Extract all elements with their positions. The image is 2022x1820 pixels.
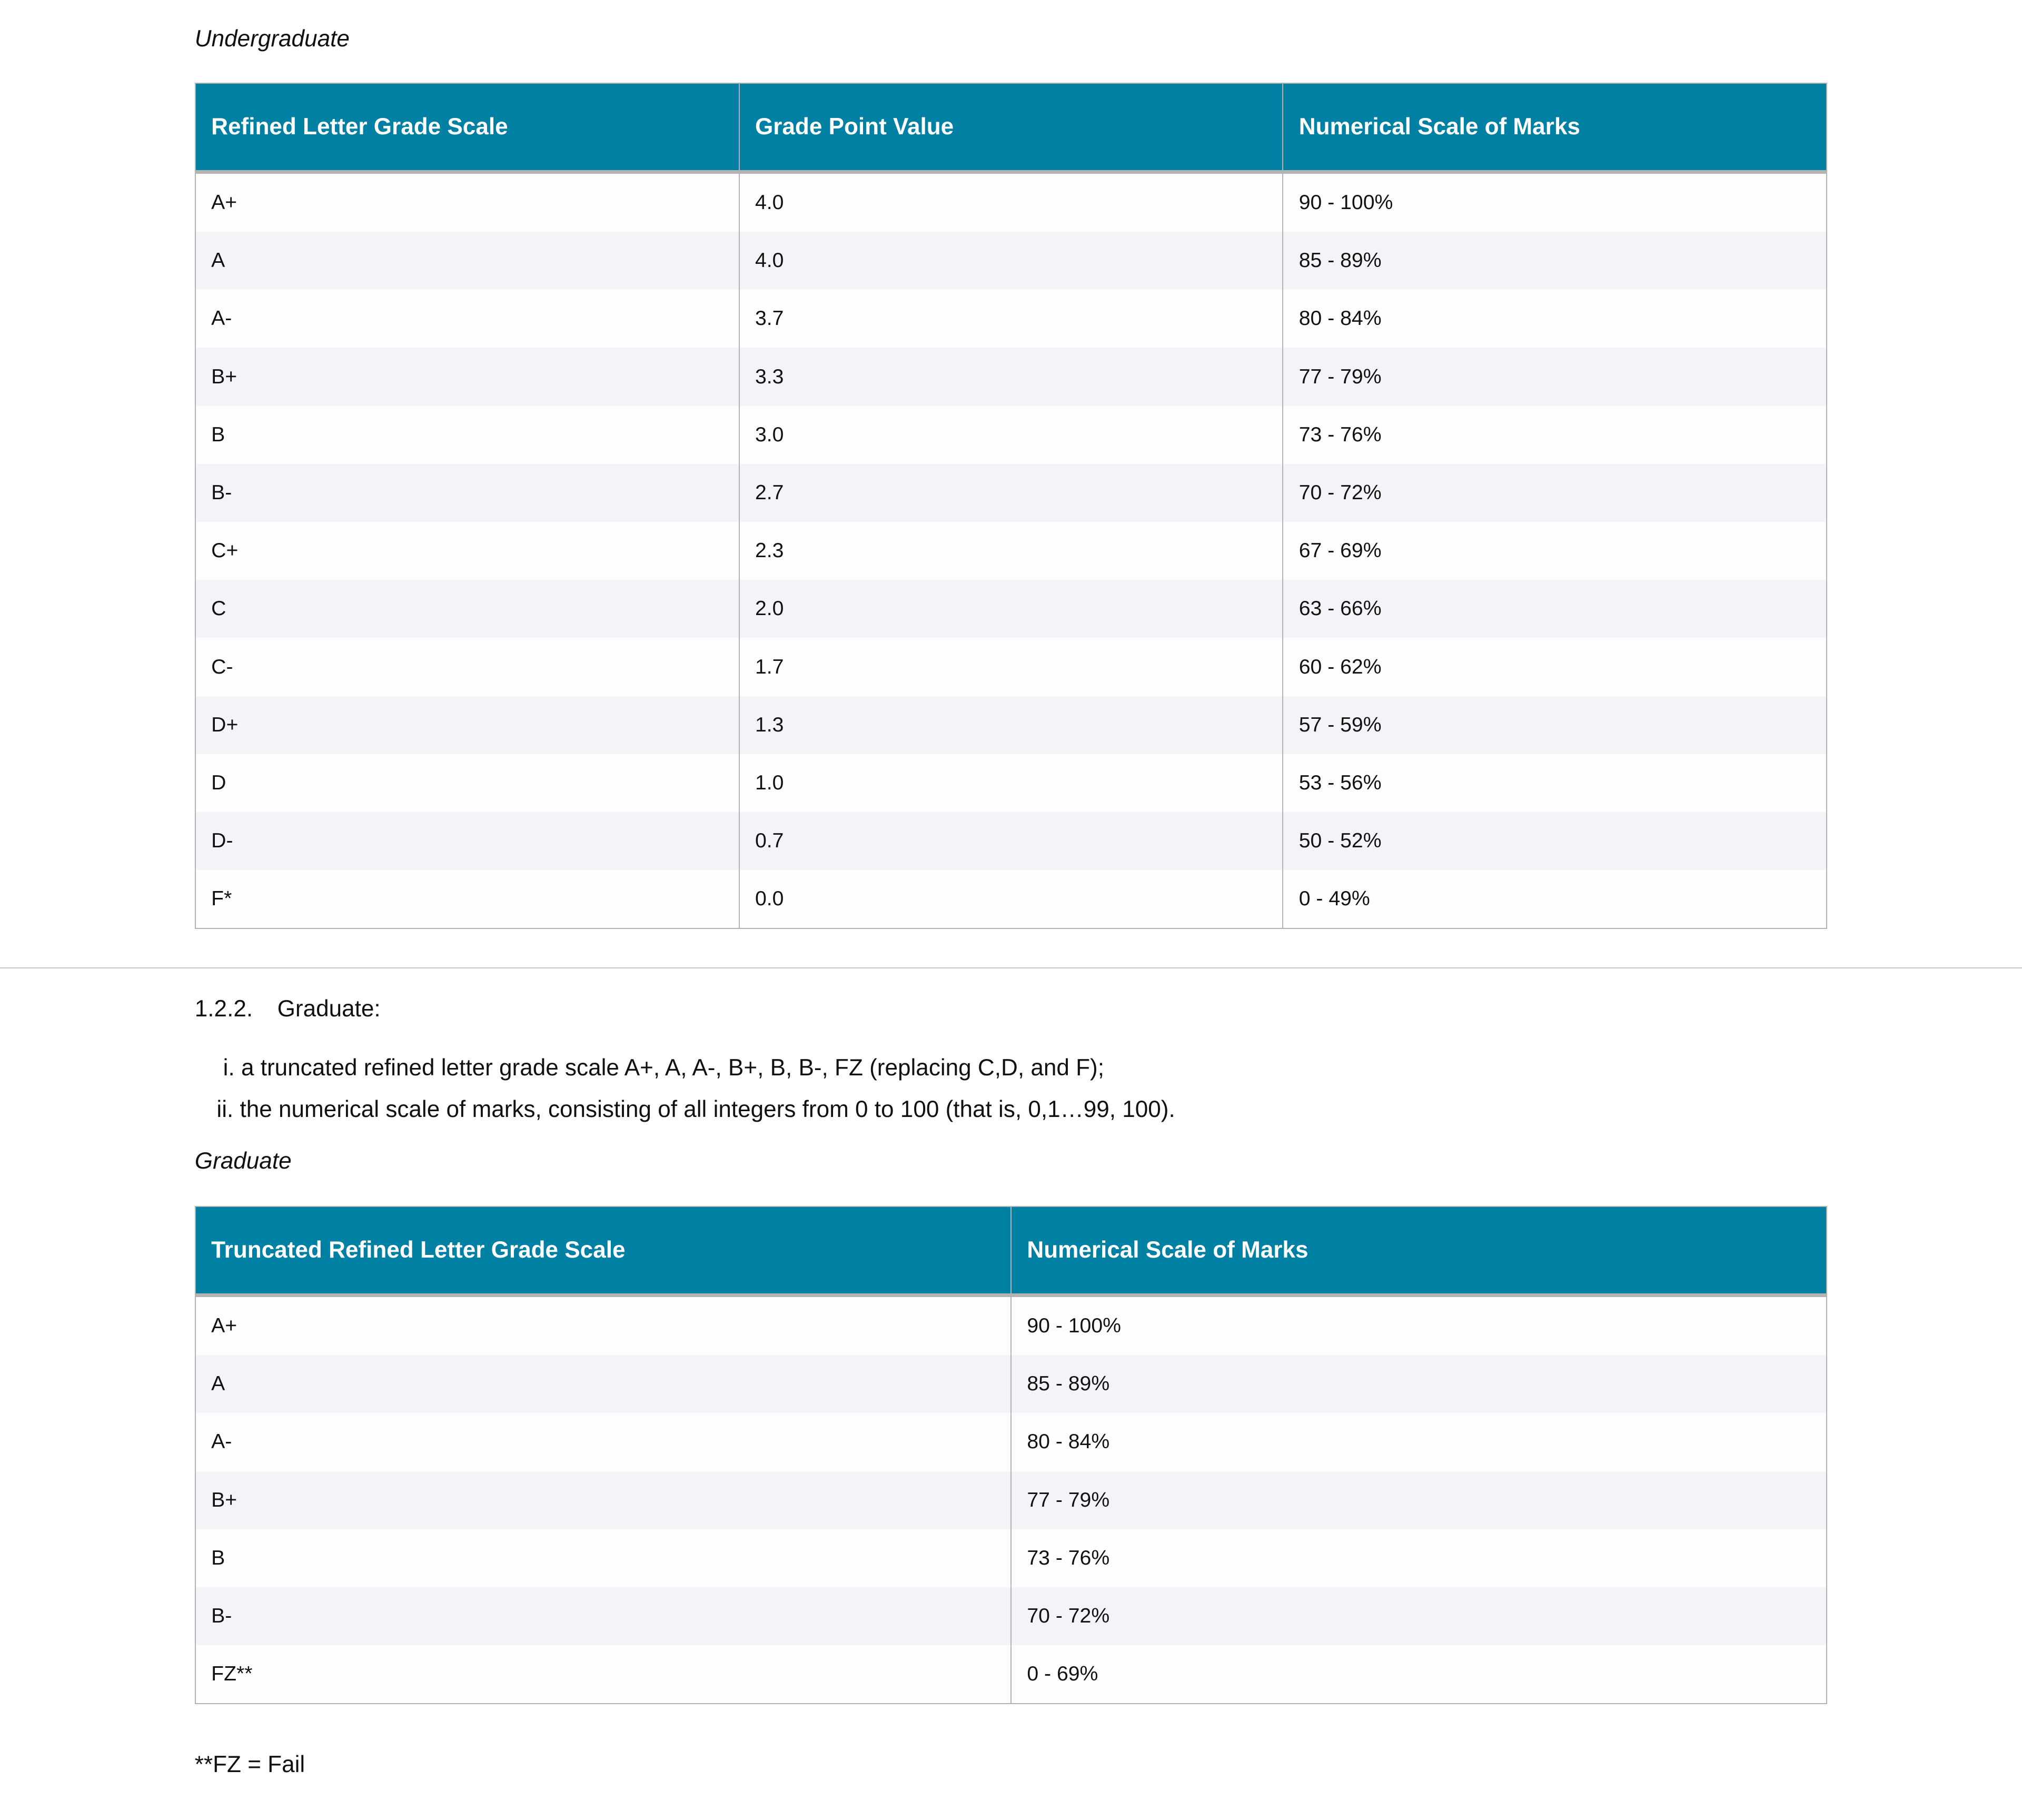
- table-cell: 0 - 49%: [1282, 870, 1827, 929]
- table-row: A+ 90 - 100%: [194, 1295, 1827, 1356]
- table-row: A 4.0 85 - 89%: [194, 232, 1827, 290]
- table-cell: 73 - 76%: [1010, 1529, 1827, 1587]
- table-cell: A-: [194, 1413, 1011, 1471]
- undergrad-caption: Undergraduate: [194, 25, 350, 52]
- table-cell: 3.7: [738, 290, 1283, 348]
- section-title: Graduate:: [277, 995, 381, 1022]
- table-row: D 1.0 53 - 56%: [194, 754, 1827, 813]
- table-cell: A: [194, 1355, 1011, 1413]
- table-row: FZ** 0 - 69%: [194, 1645, 1827, 1704]
- table-cell: 67 - 69%: [1282, 522, 1827, 580]
- table-cell: F*: [194, 870, 739, 929]
- table-cell: D: [194, 754, 739, 813]
- table-cell: 70 - 72%: [1282, 463, 1827, 522]
- table-row: A+ 4.0 90 - 100%: [194, 172, 1827, 232]
- table-cell: 1.3: [738, 696, 1283, 754]
- column-header: Grade Point Value: [738, 83, 1283, 174]
- table-row: A- 3.7 80 - 84%: [194, 290, 1827, 348]
- section-number: 1.2.2.: [194, 995, 253, 1022]
- table-row: B- 2.7 70 - 72%: [194, 463, 1827, 522]
- table-cell: D+: [194, 696, 739, 754]
- table-row: B+ 3.3 77 - 79%: [194, 348, 1827, 406]
- table-cell: A: [194, 232, 739, 290]
- table-cell: FZ**: [194, 1645, 1011, 1704]
- table-cell: 73 - 76%: [1282, 405, 1827, 464]
- graduate-grade-table: Truncated Refined Letter Grade Scale Num…: [194, 1205, 1828, 1705]
- table-cell: 90 - 100%: [1010, 1295, 1827, 1356]
- table-row: C+ 2.3 67 - 69%: [194, 522, 1827, 580]
- table-row: B- 70 - 72%: [194, 1587, 1827, 1646]
- table-cell: 1.0: [738, 754, 1283, 813]
- table-cell: 53 - 56%: [1282, 754, 1827, 813]
- table-cell: 77 - 79%: [1010, 1471, 1827, 1529]
- table-cell: 60 - 62%: [1282, 638, 1827, 696]
- column-header: Truncated Refined Letter Grade Scale: [194, 1206, 1011, 1297]
- table-cell: 2.3: [738, 522, 1283, 580]
- table-cell: 3.0: [738, 405, 1283, 464]
- table-row: B+ 77 - 79%: [194, 1471, 1827, 1529]
- table-row: A- 80 - 84%: [194, 1413, 1827, 1471]
- table-cell: 2.0: [738, 580, 1283, 638]
- table-cell: 85 - 89%: [1282, 232, 1827, 290]
- table-row: F* 0.0 0 - 49%: [194, 870, 1827, 929]
- undergrad-grade-table: Refined Letter Grade Scale Grade Point V…: [194, 82, 1828, 929]
- column-header: Numerical Scale of Marks: [1282, 83, 1827, 174]
- table-cell: 85 - 89%: [1010, 1355, 1827, 1413]
- table-row: D- 0.7 50 - 52%: [194, 812, 1827, 871]
- table-cell: 70 - 72%: [1010, 1587, 1827, 1646]
- table-row: D+ 1.3 57 - 59%: [194, 696, 1827, 754]
- table-cell: 0 - 69%: [1010, 1645, 1827, 1704]
- table-cell: 63 - 66%: [1282, 580, 1827, 638]
- table-cell: B: [194, 405, 739, 464]
- table-cell: 80 - 84%: [1010, 1413, 1827, 1471]
- table-cell: 4.0: [738, 232, 1283, 290]
- table-cell: 1.7: [738, 638, 1283, 696]
- table-row: B 73 - 76%: [194, 1529, 1827, 1587]
- footnote: **FZ = Fail: [194, 1751, 305, 1777]
- graduate-caption: Graduate: [194, 1148, 292, 1174]
- table-cell: 57 - 59%: [1282, 696, 1827, 754]
- list-item: i. a truncated refined letter grade scal…: [223, 1055, 1104, 1081]
- table-cell: 2.7: [738, 463, 1283, 522]
- section-divider: [0, 967, 2022, 969]
- table-cell: 80 - 84%: [1282, 290, 1827, 348]
- table-cell: 0.7: [738, 812, 1283, 871]
- column-header: Refined Letter Grade Scale: [194, 83, 739, 174]
- table-cell: 50 - 52%: [1282, 812, 1827, 871]
- table-cell: A+: [194, 172, 739, 232]
- table-cell: B+: [194, 348, 739, 406]
- table-cell: 0.0: [738, 870, 1283, 929]
- table-cell: A-: [194, 290, 739, 348]
- table-cell: B+: [194, 1471, 1011, 1529]
- table-cell: D-: [194, 812, 739, 871]
- table-cell: C+: [194, 522, 739, 580]
- table-cell: B-: [194, 463, 739, 522]
- table-cell: C-: [194, 638, 739, 696]
- list-item: ii. the numerical scale of marks, consis…: [216, 1096, 1175, 1122]
- table-cell: B-: [194, 1587, 1011, 1646]
- table-cell: 77 - 79%: [1282, 348, 1827, 406]
- column-header: Numerical Scale of Marks: [1010, 1206, 1827, 1297]
- table-cell: C: [194, 580, 739, 638]
- table-row: A 85 - 89%: [194, 1355, 1827, 1413]
- table-row: C- 1.7 60 - 62%: [194, 638, 1827, 696]
- table-cell: 90 - 100%: [1282, 172, 1827, 232]
- table-row: B 3.0 73 - 76%: [194, 405, 1827, 464]
- table-cell: 3.3: [738, 348, 1283, 406]
- table-cell: B: [194, 1529, 1011, 1587]
- table-cell: A+: [194, 1295, 1011, 1356]
- table-row: C 2.0 63 - 66%: [194, 580, 1827, 638]
- section-heading: 1.2.2. Graduate:: [195, 996, 381, 1022]
- table-cell: 4.0: [738, 172, 1283, 232]
